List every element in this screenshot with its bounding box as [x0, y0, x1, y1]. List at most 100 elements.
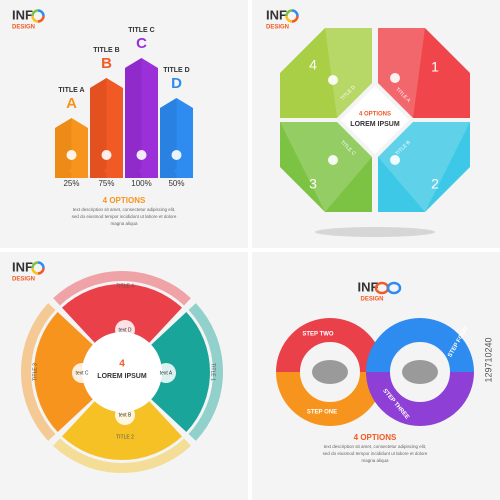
- segment-text: text D: [118, 327, 131, 333]
- logo-ring: [37, 15, 45, 23]
- center-text: LOREM IPSUM: [97, 373, 147, 380]
- segment-title: TITLE 2: [116, 434, 134, 440]
- bar-percent: 100%: [131, 179, 151, 188]
- logo-subtitle: DESIGN: [360, 297, 383, 303]
- logo-ring: [386, 281, 402, 295]
- logo-text: INF: [358, 279, 379, 294]
- bar-icon: [171, 150, 182, 160]
- description-line: text description sit amet, consectetur a…: [73, 207, 176, 212]
- segment-text: text A: [160, 370, 173, 376]
- description-line: sed do eiusmod tempor incididunt ut labo…: [323, 451, 428, 456]
- bar-percent: 25%: [63, 179, 79, 188]
- ring-segment: [53, 438, 191, 473]
- logo-ring: [37, 267, 45, 275]
- description-line: magna aliqua: [110, 221, 138, 226]
- segment-icon: [328, 75, 338, 85]
- bar-dot: [139, 169, 144, 173]
- segment-number: 2: [431, 176, 439, 192]
- logo-ring: [285, 15, 293, 23]
- ring-segment: [188, 303, 223, 441]
- bar-icon: [136, 150, 147, 160]
- text-bubble: [156, 363, 176, 383]
- bar-icon: [101, 150, 112, 160]
- logo-ring: [291, 9, 299, 17]
- center-diamond: [341, 86, 409, 154]
- bar-letter: B: [101, 55, 112, 72]
- segment-fold: [280, 122, 372, 212]
- segment: [378, 122, 470, 212]
- bar-dot: [174, 169, 179, 173]
- bar-shade: [125, 58, 142, 178]
- bar-letter: C: [136, 35, 147, 52]
- bar-shade: [160, 98, 177, 178]
- segment-title: TITLE 4: [116, 283, 134, 289]
- center-area: [82, 332, 162, 412]
- bar: [55, 118, 88, 178]
- logo-ring: [31, 9, 39, 17]
- bar-icon: [66, 150, 77, 160]
- logo-ring: [31, 15, 39, 23]
- text-bubble: [72, 363, 92, 383]
- description-line: text description sit amet, consectetur a…: [324, 444, 427, 449]
- bar-dot: [104, 169, 109, 173]
- segment-icon: [390, 73, 400, 83]
- segment-fold: [325, 28, 372, 118]
- description-line: sed do eiusmod tempor incididunt ut labo…: [72, 214, 177, 219]
- bar-shade: [90, 78, 107, 178]
- logo-subtitle: DESIGN: [266, 25, 289, 31]
- bar-shade: [55, 118, 72, 178]
- loop-segment: [366, 318, 474, 373]
- bar-letter: D: [171, 75, 182, 92]
- logo-ring: [291, 15, 299, 23]
- segment-number: 1: [431, 59, 439, 75]
- segment-fold: [378, 28, 425, 118]
- segment-number: 3: [309, 176, 317, 192]
- center-number: 4: [119, 359, 125, 370]
- heading: 4 OPTIONS: [354, 433, 397, 442]
- logo-text: INF: [12, 7, 33, 22]
- logo-text: INF: [12, 259, 33, 274]
- segment: [280, 122, 372, 212]
- bar-title: TITLE C: [128, 27, 154, 34]
- ring-segment: [21, 303, 56, 441]
- segment-number: 4: [309, 57, 317, 73]
- panel-background: [0, 0, 248, 248]
- segment-icon: [328, 155, 338, 165]
- segment-icon: [390, 155, 400, 165]
- bar-title: TITLE B: [93, 47, 119, 54]
- loop-segment: [276, 318, 384, 373]
- logo-text: INF: [266, 7, 287, 22]
- logo-ring: [285, 9, 293, 17]
- bar: [90, 78, 123, 178]
- segment-title: TITLE 1: [210, 363, 216, 381]
- loop-segment: [366, 371, 474, 426]
- segment-text: text C: [75, 370, 88, 376]
- logo-ring: [37, 9, 45, 17]
- center-text: LOREM IPSUM: [350, 121, 400, 128]
- bar-dot: [69, 169, 74, 173]
- bar-percent: 50%: [168, 179, 184, 188]
- logo-ring: [37, 261, 45, 269]
- text-bubble: [115, 405, 135, 425]
- bar-percent: 75%: [98, 179, 114, 188]
- segment: [280, 28, 372, 118]
- shadow: [315, 227, 435, 237]
- bar: [160, 98, 193, 178]
- segment-text: text B: [119, 412, 132, 418]
- map-shape: [312, 360, 348, 384]
- logo-subtitle: DESIGN: [12, 277, 35, 283]
- bar-title: TITLE D: [163, 67, 189, 74]
- logo-subtitle: DESIGN: [12, 25, 35, 31]
- logo-ring: [31, 261, 39, 269]
- logo-ring: [31, 267, 39, 275]
- heading: 4 OPTIONS: [103, 196, 146, 205]
- bar-title: TITLE A: [58, 87, 84, 94]
- segment-title: TITLE 3: [32, 363, 38, 381]
- text-bubble: [115, 320, 135, 340]
- segment: [378, 28, 470, 118]
- bar-letter: A: [66, 95, 77, 112]
- bar: [125, 58, 158, 178]
- center-heading: 4 OPTIONS: [359, 112, 391, 118]
